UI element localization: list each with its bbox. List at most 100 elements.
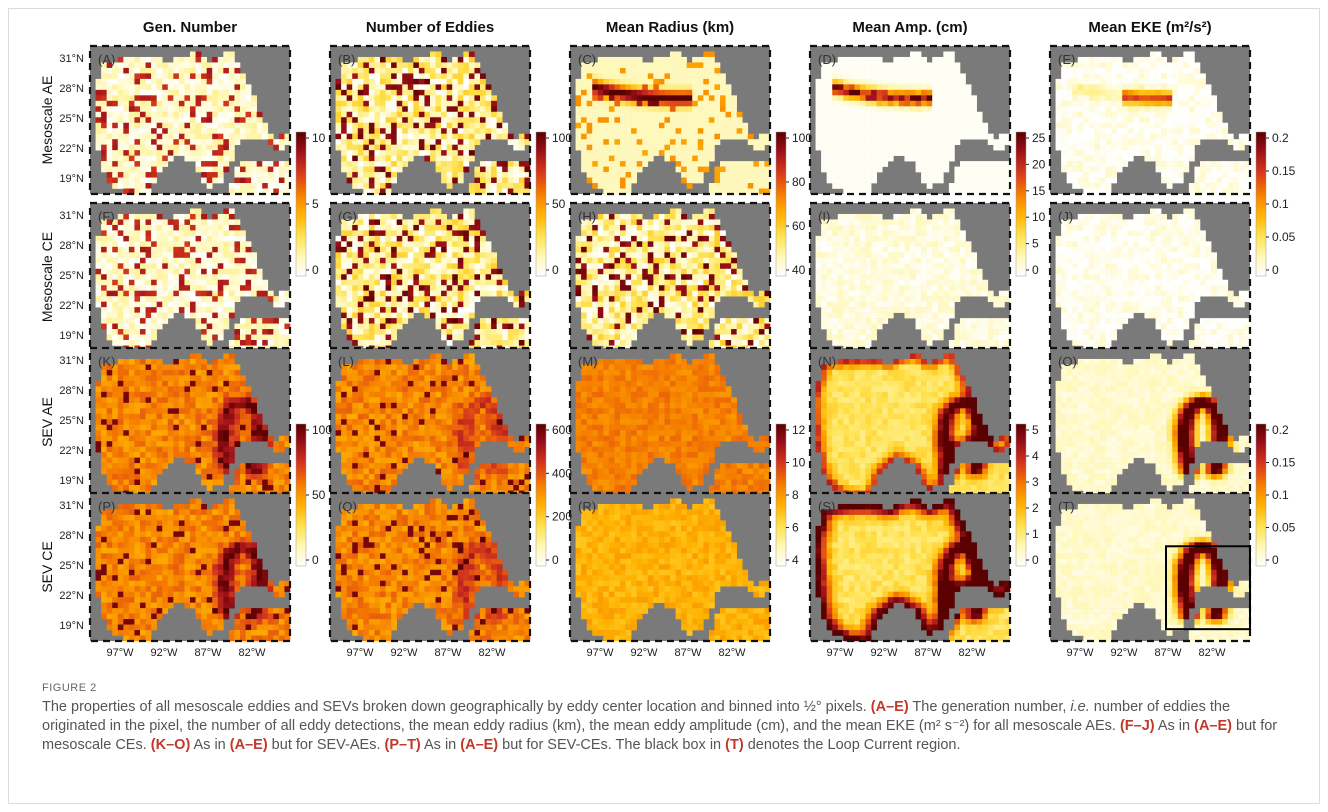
grid-cell (708, 78, 715, 85)
grid-cell (692, 241, 699, 248)
grid-cell (620, 150, 626, 156)
grid-cell (1161, 62, 1167, 69)
grid-cell (140, 56, 146, 63)
grid-cell (441, 67, 447, 74)
grid-cell (575, 95, 582, 102)
grid-cell (636, 166, 643, 173)
grid-cell (441, 263, 447, 270)
grid-cell (714, 241, 721, 248)
grid-cell (815, 111, 822, 118)
grid-cell (123, 117, 130, 124)
grid-cell (865, 122, 872, 129)
grid-cell (502, 161, 509, 167)
grid-cell (910, 51, 916, 58)
grid-cell (575, 100, 582, 107)
grid-cell (173, 257, 180, 264)
grid-cell (346, 263, 353, 270)
grid-cell (1122, 117, 1129, 124)
grid-cell (1144, 111, 1151, 118)
grid-cell (228, 274, 235, 281)
grid-cell (391, 224, 397, 231)
grid-cell (653, 150, 660, 156)
grid-cell (201, 78, 207, 85)
grid-cell (145, 219, 152, 226)
grid-cell (474, 230, 481, 237)
grid-cell (402, 133, 409, 140)
grid-cell (396, 241, 403, 248)
grid-cell (352, 144, 359, 151)
grid-cell (620, 106, 626, 113)
grid-cell (217, 252, 224, 259)
grid-cell (854, 155, 861, 162)
grid-cell (518, 166, 525, 173)
grid-cell (106, 329, 113, 335)
grid-cell (195, 100, 202, 107)
grid-cell (380, 219, 386, 226)
grid-cell (653, 252, 660, 259)
grid-cell (123, 318, 130, 324)
grid-cell (485, 172, 492, 178)
grid-cell (385, 177, 392, 184)
grid-cell (954, 100, 961, 107)
grid-cell (675, 56, 682, 63)
grid-cell (374, 139, 381, 145)
grid-cell (575, 117, 582, 124)
grid-cell (1094, 111, 1101, 118)
grid-cell (581, 133, 587, 140)
grid-cell (1194, 139, 1201, 145)
grid-cell (413, 62, 420, 69)
grid-cell (106, 89, 113, 96)
grid-cell (608, 73, 615, 80)
grid-cell (101, 78, 107, 85)
grid-cell (697, 268, 704, 275)
grid-cell (608, 257, 615, 264)
grid-cell (424, 296, 431, 302)
grid-cell (284, 323, 291, 330)
grid-cell (457, 150, 464, 156)
grid-cell (441, 323, 447, 330)
grid-cell (821, 150, 827, 156)
grid-cell (402, 62, 409, 69)
grid-cell (128, 268, 135, 275)
grid-cell (352, 301, 359, 308)
grid-cell (848, 84, 855, 91)
grid-cell (374, 224, 381, 231)
grid-cell (341, 279, 347, 286)
grid-cell (1122, 84, 1129, 91)
grid-cell (117, 268, 124, 275)
grid-cell (145, 334, 152, 341)
grid-cell (614, 89, 621, 96)
lat-tick-label: 19°N (59, 173, 84, 185)
grid-cell (245, 84, 252, 91)
grid-cell (692, 166, 699, 173)
grid-cell (452, 133, 459, 140)
grid-cell (1161, 117, 1167, 124)
grid-cell (631, 133, 637, 140)
grid-cell (1161, 78, 1167, 85)
grid-cell (948, 183, 955, 189)
grid-cell (184, 213, 191, 220)
grid-cell (658, 73, 665, 80)
grid-cell (675, 89, 682, 96)
grid-cell (636, 230, 643, 237)
grid-cell (865, 67, 872, 74)
grid-cell (128, 279, 135, 286)
grid-cell (603, 67, 610, 74)
grid-cell (380, 307, 386, 313)
grid-cell (1138, 128, 1145, 134)
grid-cell (396, 62, 403, 69)
grid-cell (167, 263, 174, 270)
grid-cell (463, 78, 470, 85)
grid-cell (217, 318, 224, 324)
grid-cell (932, 117, 939, 124)
grid-cell (586, 73, 593, 80)
grid-cell (1194, 111, 1201, 118)
grid-cell (407, 100, 414, 107)
grid-cell (117, 117, 124, 124)
grid-cell (441, 318, 447, 324)
grid-cell (457, 323, 464, 330)
grid-cell (904, 78, 911, 85)
grid-cell (720, 263, 726, 270)
grid-cell (262, 128, 269, 134)
grid-cell (692, 224, 699, 231)
